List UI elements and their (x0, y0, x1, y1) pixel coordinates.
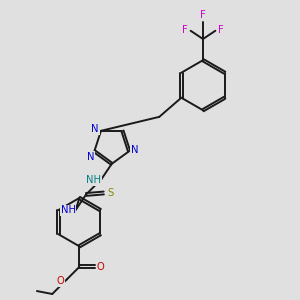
Text: NH: NH (86, 175, 101, 185)
Text: O: O (97, 262, 104, 272)
Text: N: N (92, 124, 99, 134)
Text: F: F (182, 25, 188, 34)
Text: F: F (218, 25, 224, 34)
Text: F: F (200, 11, 206, 20)
Text: NH: NH (61, 206, 76, 215)
Text: N: N (87, 152, 94, 161)
Text: N: N (131, 145, 139, 155)
Text: O: O (57, 276, 64, 286)
Text: S: S (107, 188, 113, 198)
